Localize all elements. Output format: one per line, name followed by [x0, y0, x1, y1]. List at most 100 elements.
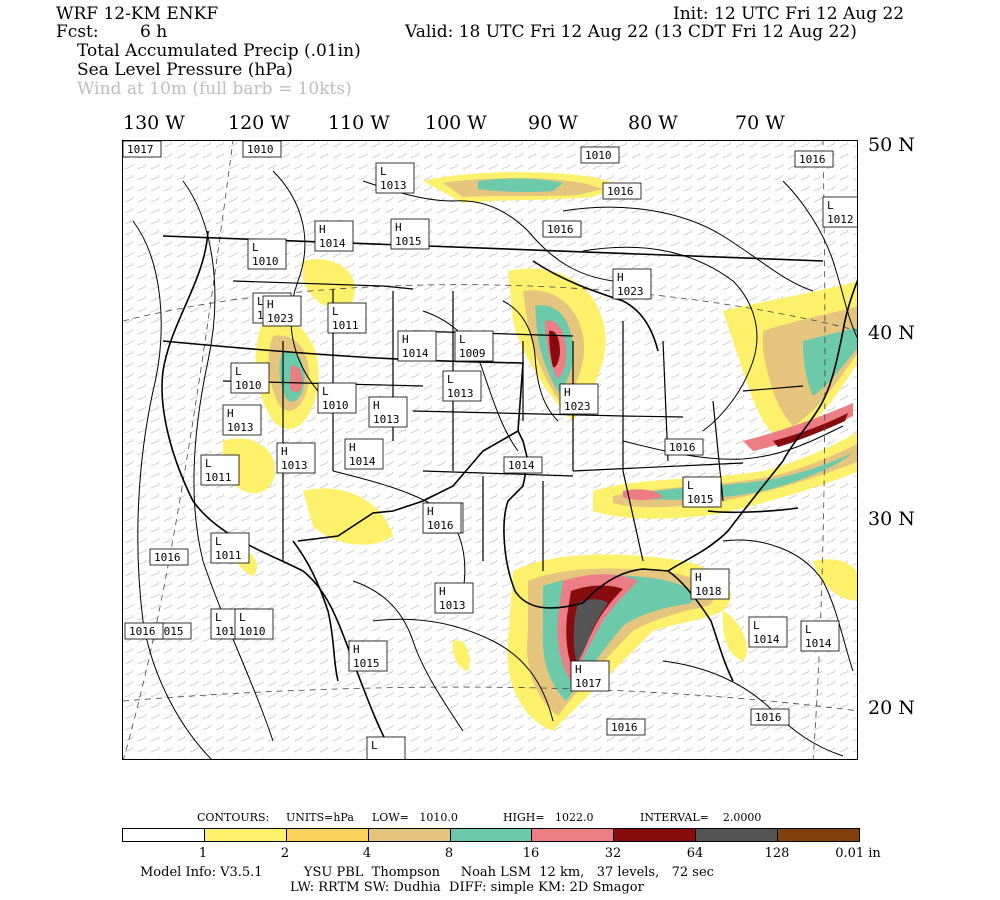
- pressure-center-value: 1013: [373, 413, 400, 426]
- pressure-center-1: 1010: [242, 141, 282, 158]
- pressure-center-labels: 1017 1010L10131010101610161016L1012H1014H…: [123, 141, 857, 759]
- pressure-center-value: 1010: [322, 399, 349, 412]
- pressure-center-type: L: [687, 479, 694, 492]
- pressure-center-value: 1013: [380, 179, 407, 192]
- lat-label-50n: 50 N: [868, 134, 915, 156]
- lat-label-20n: 20 N: [868, 697, 915, 719]
- contours-interval: INTERVAL= 2.0000: [640, 811, 762, 824]
- legend-swatch-4: [450, 829, 533, 841]
- pressure-center-type: L: [753, 619, 760, 632]
- pressure-center-value: 1016: [607, 185, 634, 198]
- pressure-center-value: 1016: [129, 625, 156, 638]
- pressure-center-5: 1016: [794, 150, 834, 168]
- pressure-center-value: 1016: [755, 711, 782, 724]
- pressure-center-45: L: [366, 736, 406, 759]
- precip-color-legend: [122, 828, 860, 842]
- pressure-center-value: 1010: [247, 143, 274, 156]
- pressure-center-value: 1016: [547, 223, 574, 236]
- pressure-center-4: 1016: [602, 182, 642, 200]
- pressure-center-value: 1015: [157, 625, 184, 638]
- pressure-center-value: 1016: [154, 551, 181, 564]
- pressure-center-value: 1023: [617, 285, 644, 298]
- isobars: [132, 170, 857, 759]
- pressure-center-6: 1016: [542, 220, 582, 238]
- pressure-center-0: 1017: [123, 141, 162, 158]
- pressure-center-type: H: [319, 223, 326, 236]
- pressure-center-value: 1014: [349, 455, 376, 468]
- lon-label-100w: 100 W: [425, 112, 487, 134]
- pressure-center-value: 1017: [575, 677, 602, 690]
- pressure-center-type: L: [215, 535, 222, 548]
- pressure-center-value: 1011: [332, 319, 359, 332]
- pressure-center-30: 1016: [149, 548, 189, 566]
- model-title: WRF 12-KM ENKF: [56, 4, 219, 24]
- legend-tick-4: 4: [362, 846, 372, 861]
- field-slp: Sea Level Pressure (hPa): [77, 60, 293, 80]
- pressure-center-type: L: [257, 295, 264, 308]
- pressure-center-value: 1018: [695, 585, 722, 598]
- pressure-center-44: 1016: [750, 708, 790, 726]
- contours-label: CONTOURS:: [197, 811, 270, 824]
- pressure-center-type: L: [215, 611, 222, 624]
- pressure-center-26: 1016: [664, 438, 704, 456]
- pressure-center-value: 1010: [235, 379, 262, 392]
- pressure-center-value: 1014: [753, 633, 780, 646]
- field-wind: Wind at 10m (full barb = 10kts): [77, 79, 352, 99]
- model-info: Model Info: V3.5.1 YSU PBL Thompson Noah…: [140, 865, 714, 880]
- forecast-hour: 6 h: [140, 22, 168, 42]
- pressure-center-value: 1016: [427, 519, 454, 532]
- pressure-center-36: 1016: [124, 622, 164, 640]
- pressure-center-43: 1016: [606, 718, 646, 736]
- pressure-center-type: L: [447, 373, 454, 386]
- pressure-center-value: 1023: [564, 400, 591, 413]
- pressure-center-type: H: [349, 441, 356, 454]
- init-time: Init: 12 UTC Fri 12 Aug 22: [673, 4, 905, 24]
- field-precip: Total Accumulated Precip (.01in): [77, 41, 361, 61]
- pressure-center-value: 1016: [611, 721, 638, 734]
- pressure-center-value: 1012: [827, 213, 854, 226]
- pressure-center-type: H: [564, 386, 571, 399]
- pressure-center-3: 1010: [580, 146, 620, 164]
- pressure-center-value: 1015: [687, 493, 714, 506]
- pressure-center-value: 1013: [227, 421, 254, 434]
- pressure-center-type: H: [439, 585, 446, 598]
- pressure-center-type: L: [827, 199, 834, 212]
- pressure-center-type: H: [227, 407, 234, 420]
- pressure-center-value: 1013: [447, 387, 474, 400]
- lon-label-90w: 90 W: [528, 112, 578, 134]
- legend-tick-16: 16: [522, 846, 540, 861]
- legend-tick-unit: 0.01 in: [835, 846, 881, 861]
- legend-swatch-7: [696, 829, 779, 841]
- lon-label-130w: 130 W: [123, 112, 185, 134]
- pressure-center-value: 1009: [459, 347, 486, 360]
- legend-tick-2: 2: [280, 846, 290, 861]
- legend-swatch-1: [204, 829, 287, 841]
- pressure-center-type: H: [402, 333, 409, 346]
- physics-info: LW: RRTM SW: Dudhia DIFF: simple KM: 2D …: [290, 880, 644, 895]
- pressure-center-value: 1023: [267, 312, 294, 325]
- legend-tick-64: 64: [686, 846, 704, 861]
- pressure-center-27: 1014: [503, 456, 543, 474]
- legend-swatch-6: [614, 829, 697, 841]
- contours-low: LOW= 1010.0: [372, 811, 458, 824]
- pressure-center-type: H: [575, 663, 582, 676]
- pressure-center-value: 1016: [669, 441, 696, 454]
- pressure-center-type: L: [252, 241, 259, 254]
- pressure-center-type: H: [267, 298, 274, 311]
- pressure-center-value: 1013: [281, 459, 308, 472]
